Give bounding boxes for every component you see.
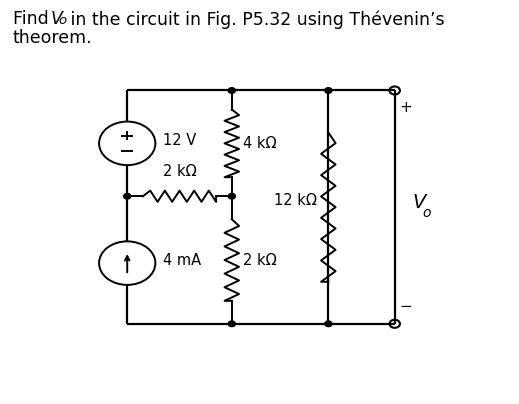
Text: +: + (400, 100, 412, 115)
Text: 2 kΩ: 2 kΩ (162, 164, 196, 179)
Circle shape (325, 88, 332, 93)
Text: −: − (400, 299, 412, 314)
Text: 4 mA: 4 mA (163, 253, 201, 268)
Text: in the circuit in Fig. P5.32 using Thévenin’s: in the circuit in Fig. P5.32 using Théve… (65, 10, 445, 29)
Text: 4 kΩ: 4 kΩ (243, 136, 277, 151)
Text: V: V (413, 193, 426, 212)
Circle shape (228, 194, 236, 199)
Text: Find: Find (13, 10, 54, 28)
Circle shape (124, 194, 131, 199)
Text: 12 V: 12 V (163, 133, 197, 148)
Circle shape (228, 321, 236, 326)
Text: o: o (59, 14, 67, 27)
Text: theorem.: theorem. (13, 29, 92, 47)
Circle shape (325, 321, 332, 326)
Text: 12 kΩ: 12 kΩ (274, 194, 317, 208)
Text: V: V (51, 10, 63, 28)
Text: o: o (422, 206, 431, 220)
Text: 2 kΩ: 2 kΩ (243, 252, 277, 267)
Circle shape (228, 88, 236, 93)
